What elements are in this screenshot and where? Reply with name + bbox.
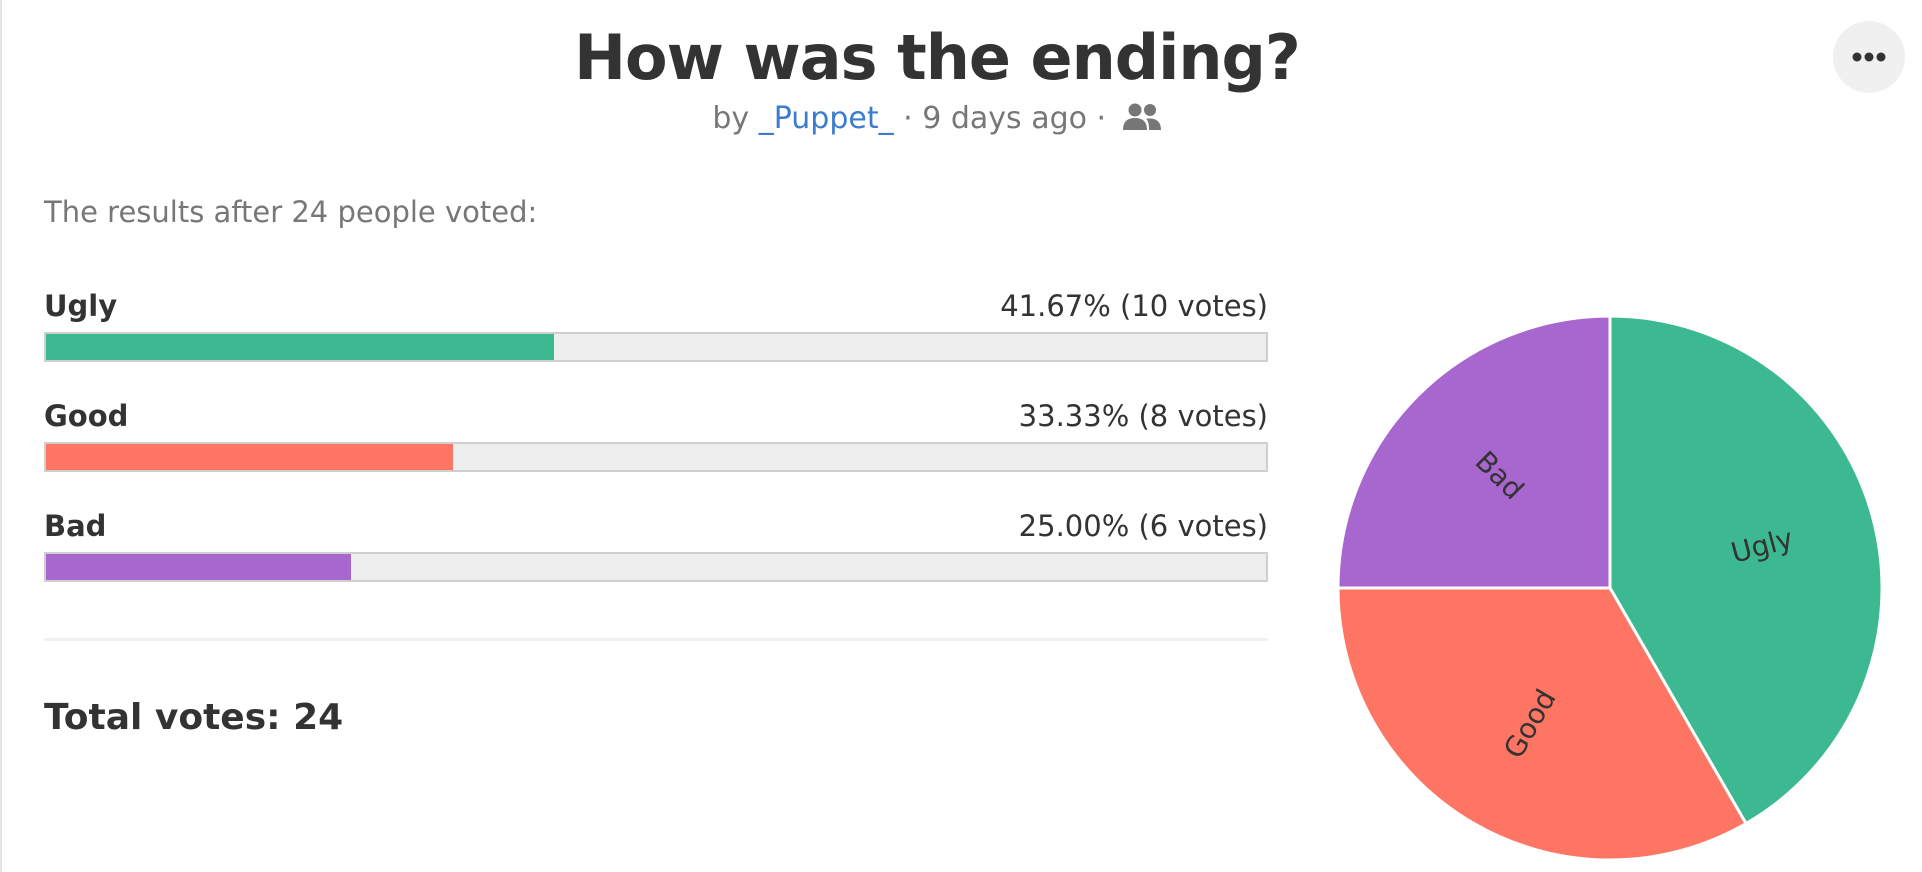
poll-option-bad: Bad 25.00% (6 votes) [44,506,1268,596]
option-result: 41.67% (10 votes) [1000,289,1268,323]
option-progress-track [44,332,1268,362]
results-divider [44,638,1268,641]
byline-separator: · [903,101,913,136]
option-label: Ugly [44,289,118,323]
pie-slice-good [1336,586,1749,862]
by-prefix: by [712,101,750,136]
byline-separator: · [1096,101,1107,136]
page-title: How was the ending? [574,21,1301,94]
option-progress-fill [46,554,351,580]
option-label: Good [44,399,129,433]
pie-slice-bad [1336,314,1612,590]
option-progress-track [44,552,1268,582]
option-result: 25.00% (6 votes) [1018,509,1268,543]
option-result: 33.33% (8 votes) [1018,399,1268,433]
author-link[interactable]: _Puppet_ [758,101,894,136]
users-icon [1122,101,1162,145]
option-label: Bad [44,509,107,543]
results-intro: The results after 24 people voted: [44,195,538,229]
more-horizontal-icon [1852,52,1886,62]
poll-option-ugly: Ugly 41.67% (10 votes) [44,286,1268,376]
option-progress-fill [46,334,555,360]
poll-byline: by _Puppet_ · 9 days ago · [2,97,1872,145]
total-votes: Total votes: 24 [44,697,344,738]
option-progress-fill [46,444,453,470]
option-progress-track [44,442,1268,472]
pie-slice-ugly [1608,314,1884,826]
more-options-button[interactable] [1833,21,1905,93]
posted-time: 9 days ago [922,101,1087,136]
poll-option-good: Good 33.33% (8 votes) [44,396,1268,486]
